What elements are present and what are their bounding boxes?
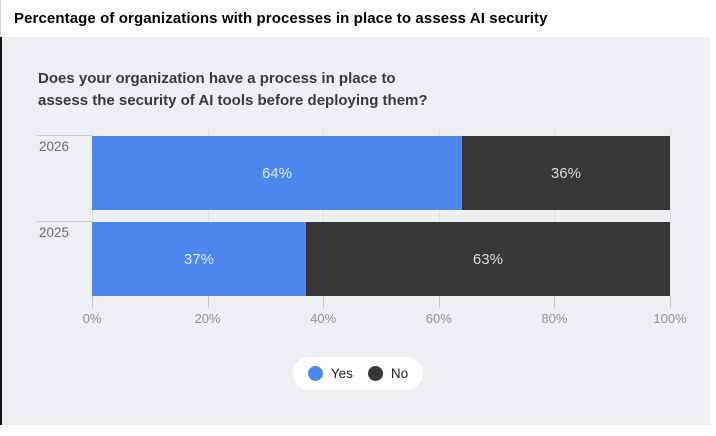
legend-swatch-yes-icon [307, 366, 323, 381]
x-axis-label: 100% [653, 311, 687, 326]
gridline [92, 130, 93, 296]
legend-swatch-no-icon [367, 366, 383, 381]
bar-value-label: 63% [472, 250, 503, 268]
x-axis-label: 40% [310, 311, 337, 326]
legend: Yes No [292, 357, 424, 390]
legend-label: No [390, 366, 409, 381]
chart-title: Does your organization have a process in… [38, 68, 428, 112]
legend-wrap: Yes No [0, 357, 716, 390]
x-axis-label: 80% [541, 311, 568, 326]
axis-tick [670, 296, 671, 308]
legend-item-no: No [367, 366, 409, 381]
legend-label: Yes [330, 366, 353, 381]
axis-tick [207, 296, 209, 308]
page-header-title: Percentage of organizations with process… [14, 10, 548, 27]
row-separator [37, 135, 92, 136]
bar-value-label: 64% [261, 164, 292, 182]
gridline [207, 130, 209, 296]
gridline [554, 130, 556, 296]
axis-tick [323, 296, 325, 308]
legend-item-yes: Yes [307, 366, 353, 381]
bar-value-label: 37% [183, 250, 214, 268]
chart-title-line-1: Does your organization have a process in… [38, 70, 396, 87]
bar-segment-no: 36% [461, 136, 670, 210]
x-axis-label: 20% [194, 311, 221, 326]
category-label: 2025 [39, 225, 70, 240]
gridline [323, 130, 325, 296]
page-header: Percentage of organizations with process… [0, 0, 716, 37]
chart-title-line-2: assess the security of AI tools before d… [38, 92, 428, 109]
gridline [670, 130, 671, 296]
row-separator [37, 221, 92, 222]
bar-segment-no: 63% [305, 222, 670, 296]
axis-tick [554, 296, 556, 308]
bar-segment-yes: 64% [92, 136, 462, 210]
axis-tick [92, 296, 93, 308]
x-axis-label: 0% [82, 311, 102, 326]
axis-tick [438, 296, 440, 308]
x-axis-label: 60% [425, 311, 452, 326]
gridline [438, 130, 440, 296]
bar-segment-yes: 37% [92, 222, 306, 296]
bar-value-label: 36% [550, 164, 581, 182]
category-label: 2026 [39, 139, 70, 154]
